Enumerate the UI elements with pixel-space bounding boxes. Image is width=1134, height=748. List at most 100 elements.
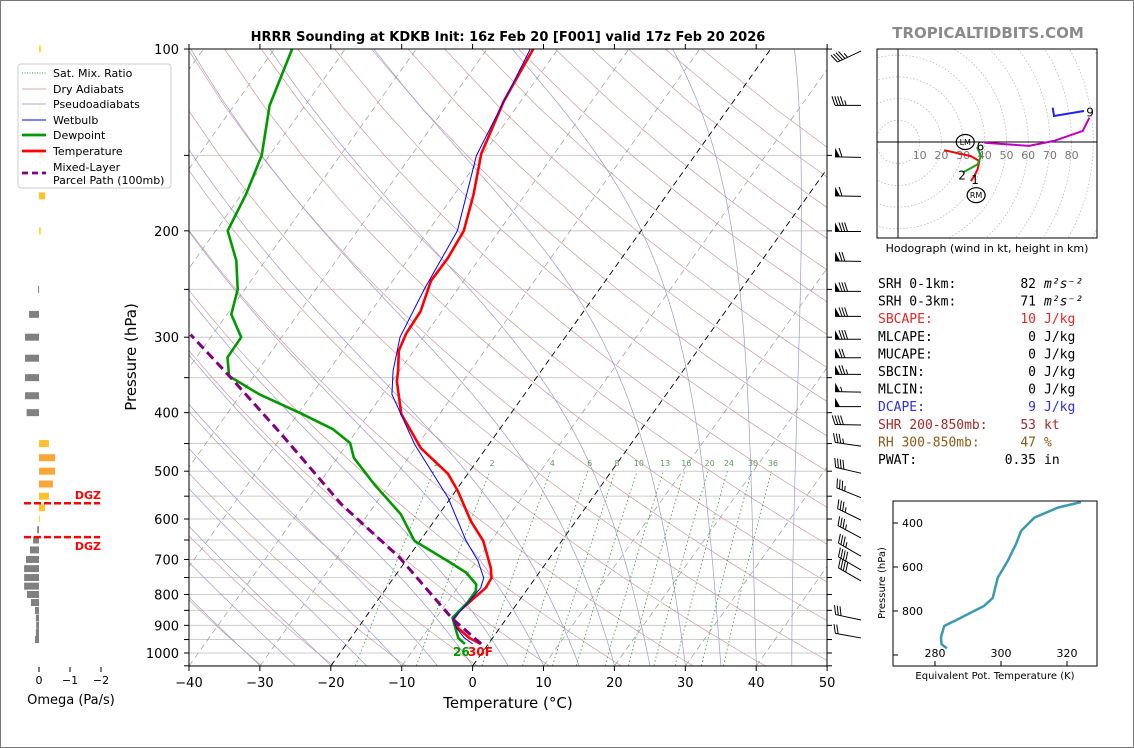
barb-half [845,369,849,375]
barb-full [844,307,849,317]
stat-value: 0 [1028,347,1036,362]
barb-full [833,433,836,443]
stat-unit: J/kg [1044,330,1075,345]
barb-full [844,282,849,292]
omega-bar [38,285,40,293]
wind-barb [837,533,862,557]
stat-value: 0 [1028,330,1036,345]
x-tick-label: 0 [468,676,476,691]
stat-row: SRH 0-1km: 82 m²s⁻² [878,277,1083,292]
hodograph-height-label: 9 [1086,106,1094,120]
omega-bar [39,440,49,448]
stat-value: 71 [1020,295,1036,310]
x-tick-label: 20 [606,676,623,691]
theta-e-y-label: 400 [902,517,923,530]
dry-adiabat [189,411,478,666]
stat-label: SRH 0-3km: [878,295,956,310]
pseudoadiabat [672,49,757,666]
barb-full [840,517,843,528]
barb-staff [837,525,862,539]
legend-label: Dry Adiabats [53,83,124,96]
dry-adiabat [189,50,827,622]
mixing-ratio-label: 6 [587,459,592,468]
theta-e-frame [892,500,1098,667]
surface-temperature-label: 30F [468,645,493,659]
wind-barb [833,433,862,447]
omega-axis-label: Omega (Pa/s) [27,693,115,708]
barb-full [833,623,836,634]
wind-barb [835,307,861,317]
legend-label: Wetbulb [53,114,98,127]
barb-full [838,479,841,490]
barb-full [841,480,844,491]
barb-full [844,222,849,232]
y-tick-label: 100 [154,43,179,58]
barb-full [841,307,846,317]
hodograph-height-label: 1 [971,173,979,187]
stat-row: MUCAPE: 0 J/kg [878,347,1075,362]
mixing-ratio-label: 10 [634,459,644,468]
barb-full [835,433,839,443]
isotherm [189,49,630,666]
x-tick-label: −30 [246,676,273,691]
wind-barb [835,282,861,292]
barb-full [840,535,844,545]
barb-flag [835,307,840,317]
stat-value: 47 [1020,435,1036,450]
barb-full [836,605,839,616]
y-tick-label: 800 [154,588,179,603]
wind-barb [830,50,862,63]
barb-staff [838,567,862,582]
wind-barb [834,382,862,393]
stat-label: SHR 200-850mb: [878,418,988,433]
wind-barb [834,251,862,262]
hodograph-ring-label: 70 [1043,149,1057,162]
stat-unit: J/kg [1044,312,1075,327]
barb-flag [835,382,841,392]
omega-bar [39,192,46,200]
mixing-ratio-line [723,471,772,666]
dry-adiabat [189,599,262,666]
barb-full [841,222,846,232]
y-tick-label: 500 [154,465,179,480]
mixing-ratio-label: 4 [550,459,555,468]
pseudoadiabat [189,230,544,666]
omega-bar [26,409,39,417]
theta-e-x-label: 300 [991,647,1012,660]
barb-staff [836,487,862,499]
stat-label: PWAT: [878,453,917,468]
omega-bar [34,606,39,614]
barb-flag [835,282,840,292]
stat-unit: J/kg [1044,400,1075,415]
wind-barb [835,365,861,375]
barb-full [838,433,842,444]
omega-bar [39,515,40,523]
mixing-ratio-line [552,471,616,666]
wind-barb [835,330,861,340]
mixing-ratio-label: 30 [748,459,758,468]
theta-e-x-label: 320 [1057,647,1078,660]
omega-bar [30,599,39,607]
omega-bar [24,565,39,573]
stat-value: 0.35 [1005,453,1036,468]
x-tick-label: 50 [819,676,836,691]
theta-e-line [939,501,1082,650]
omega-tick-label: −2 [93,674,109,687]
omega-bar [35,629,39,637]
isotherm [189,49,346,269]
stat-label: DCAPE: [878,400,925,415]
barb-full [842,561,846,571]
omega-bar [35,614,39,622]
hodograph: 10 20 30 40 50 60 70 80 12 6 9 LM RM Hodograph (wind … [876,48,1098,255]
y-tick-label: 900 [154,619,179,634]
hodograph-ring-label: 60 [1021,149,1035,162]
theta-e-x-axis-label: Equivalent Pot. Temperature (K) [915,671,1074,682]
barb-full [833,53,841,62]
barb-full [839,96,844,106]
wetbulb-line [391,49,531,645]
wind-barb [831,96,861,106]
barb-staff [837,508,862,521]
surface-dewpoint-label: 26 [453,645,470,659]
mixing-ratio-line [415,471,491,666]
